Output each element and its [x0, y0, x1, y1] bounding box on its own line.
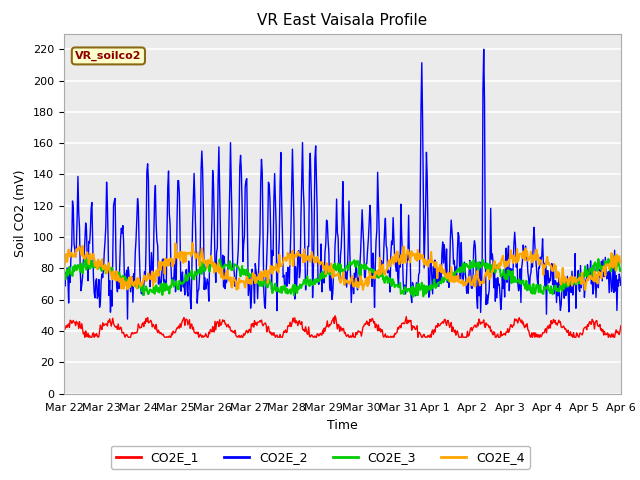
CO2E_3 — [127, 283, 135, 288]
CO2E_1 — [60, 323, 68, 328]
CO2E_3 — [610, 253, 618, 259]
CO2E_3 — [428, 287, 435, 293]
Line: CO2E_2: CO2E_2 — [64, 49, 621, 319]
Title: VR East Vaisala Profile: VR East Vaisala Profile — [257, 13, 428, 28]
CO2E_2 — [617, 282, 625, 288]
X-axis label: Time: Time — [327, 419, 358, 432]
CO2E_4 — [189, 240, 196, 246]
CO2E_3 — [617, 267, 625, 273]
CO2E_2 — [128, 274, 136, 279]
CO2E_1 — [332, 313, 339, 319]
CO2E_1 — [617, 323, 625, 329]
Text: VR_soilco2: VR_soilco2 — [75, 51, 141, 61]
CO2E_4 — [411, 253, 419, 259]
CO2E_2 — [70, 241, 78, 247]
CO2E_3 — [214, 262, 221, 268]
CO2E_2 — [185, 258, 193, 264]
CO2E_4 — [60, 266, 68, 272]
CO2E_3 — [184, 276, 192, 282]
CO2E_1 — [81, 335, 89, 340]
CO2E_2 — [60, 265, 68, 271]
CO2E_3 — [70, 268, 78, 274]
CO2E_3 — [410, 294, 417, 300]
CO2E_2 — [214, 178, 222, 183]
Y-axis label: Soil CO2 (mV): Soil CO2 (mV) — [15, 170, 28, 257]
Line: CO2E_3: CO2E_3 — [64, 256, 621, 297]
Legend: CO2E_1, CO2E_2, CO2E_3, CO2E_4: CO2E_1, CO2E_2, CO2E_3, CO2E_4 — [111, 446, 529, 469]
CO2E_4 — [581, 287, 589, 293]
Line: CO2E_4: CO2E_4 — [64, 243, 621, 290]
CO2E_4 — [617, 260, 625, 265]
CO2E_1 — [412, 327, 419, 333]
CO2E_2 — [428, 259, 435, 265]
CO2E_1 — [428, 329, 436, 335]
Line: CO2E_1: CO2E_1 — [64, 316, 621, 337]
CO2E_4 — [184, 251, 192, 257]
CO2E_1 — [128, 330, 136, 336]
CO2E_1 — [214, 320, 222, 325]
CO2E_1 — [70, 319, 78, 325]
CO2E_4 — [214, 260, 222, 266]
CO2E_4 — [428, 249, 435, 255]
CO2E_4 — [127, 274, 135, 280]
CO2E_1 — [185, 320, 193, 325]
CO2E_3 — [60, 277, 68, 283]
CO2E_2 — [480, 47, 488, 52]
CO2E_3 — [411, 291, 419, 297]
CO2E_4 — [70, 253, 78, 259]
CO2E_2 — [124, 316, 131, 322]
CO2E_2 — [411, 286, 419, 291]
